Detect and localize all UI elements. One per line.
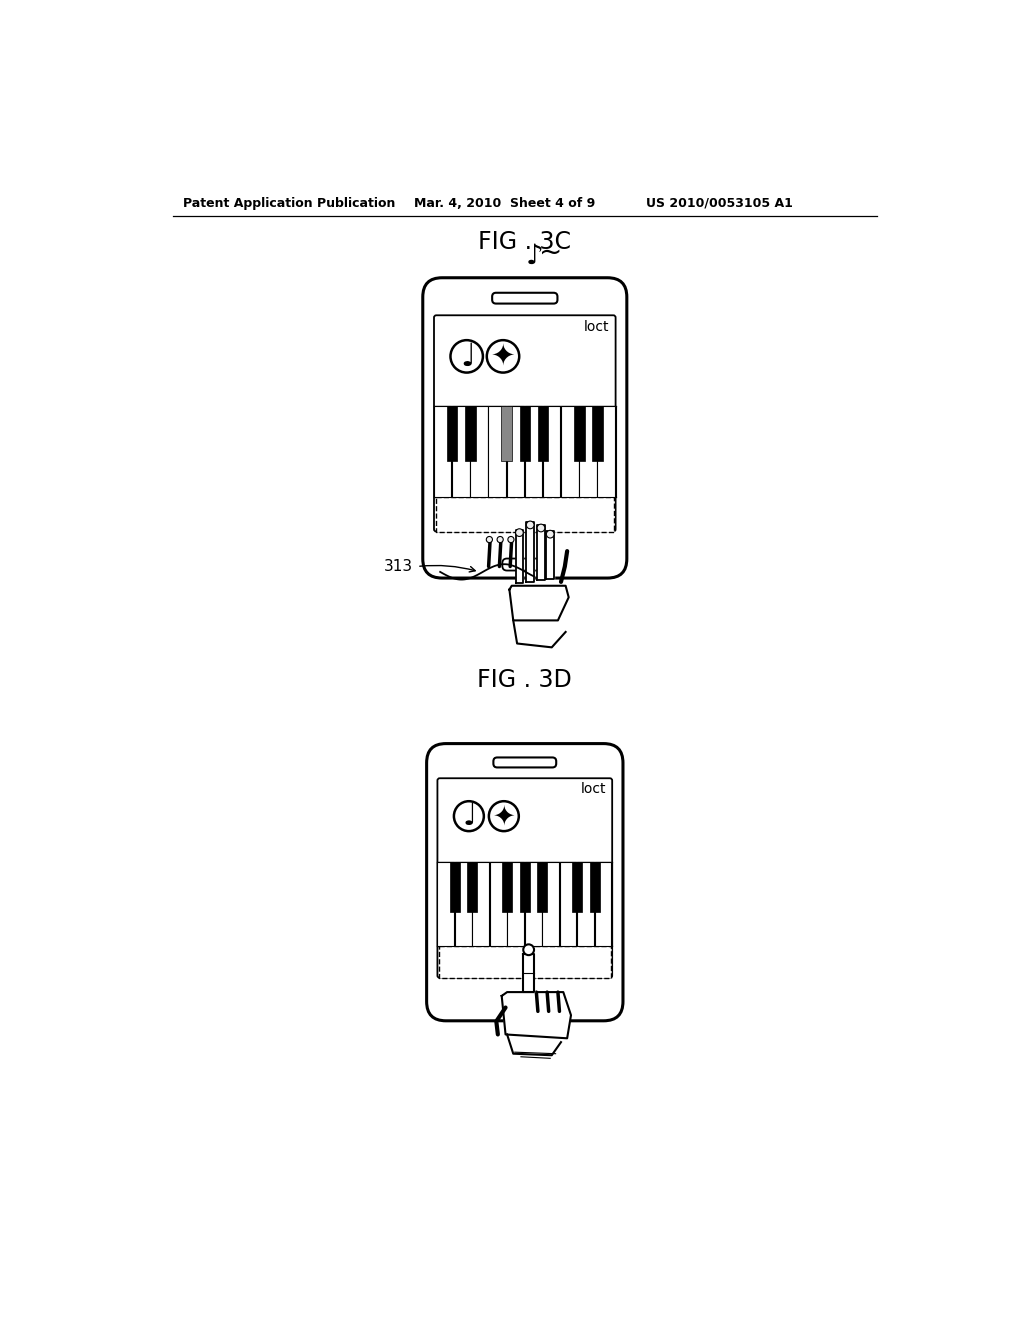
Bar — [507, 407, 524, 496]
Polygon shape — [509, 586, 568, 620]
Polygon shape — [526, 521, 535, 582]
Circle shape — [547, 531, 554, 539]
Bar — [561, 407, 579, 496]
Bar — [450, 862, 460, 912]
Bar — [574, 407, 585, 461]
FancyBboxPatch shape — [503, 558, 547, 570]
Bar — [519, 407, 530, 461]
Text: ✦: ✦ — [490, 343, 515, 371]
FancyBboxPatch shape — [427, 743, 623, 1020]
Circle shape — [526, 521, 535, 529]
Bar — [572, 862, 583, 912]
FancyBboxPatch shape — [423, 277, 627, 578]
Bar — [437, 862, 612, 946]
Bar — [435, 496, 614, 532]
Bar — [434, 407, 615, 496]
Bar — [595, 862, 611, 946]
Bar — [502, 862, 512, 912]
Bar — [578, 862, 594, 946]
Bar — [597, 407, 614, 496]
Bar — [520, 862, 529, 912]
Circle shape — [451, 341, 483, 372]
Bar — [524, 862, 542, 946]
Bar — [543, 407, 560, 496]
Circle shape — [515, 529, 523, 536]
Bar — [453, 407, 470, 496]
FancyBboxPatch shape — [494, 758, 556, 767]
Text: ♩: ♩ — [463, 803, 476, 832]
Polygon shape — [538, 525, 545, 581]
Bar — [470, 407, 487, 496]
Polygon shape — [523, 953, 535, 993]
Text: Patent Application Publication: Patent Application Publication — [183, 197, 395, 210]
Text: Mar. 4, 2010  Sheet 4 of 9: Mar. 4, 2010 Sheet 4 of 9 — [414, 197, 595, 210]
Bar — [538, 407, 548, 461]
Circle shape — [497, 536, 503, 543]
FancyBboxPatch shape — [503, 1003, 547, 1014]
Text: loct: loct — [581, 783, 606, 796]
Bar — [524, 407, 542, 496]
Text: loct: loct — [584, 321, 609, 334]
Text: ♪: ♪ — [526, 242, 544, 271]
Bar — [580, 407, 597, 496]
Text: ~: ~ — [539, 239, 562, 267]
Bar — [538, 862, 548, 912]
Polygon shape — [502, 993, 571, 1039]
Circle shape — [538, 524, 545, 532]
Bar — [560, 862, 577, 946]
Text: ✦: ✦ — [493, 804, 515, 830]
Text: FIG . 3C: FIG . 3C — [478, 230, 571, 253]
FancyBboxPatch shape — [437, 779, 612, 978]
Bar — [507, 862, 524, 946]
Bar — [543, 862, 559, 946]
Circle shape — [486, 341, 519, 372]
FancyBboxPatch shape — [493, 293, 557, 304]
Bar — [592, 407, 603, 461]
Bar — [437, 862, 454, 946]
Text: FIG . 3D: FIG . 3D — [477, 668, 572, 693]
Bar — [446, 407, 458, 461]
Bar — [467, 862, 477, 912]
Bar — [489, 862, 507, 946]
Polygon shape — [515, 529, 523, 583]
Bar — [455, 862, 472, 946]
Text: US 2010/0053105 A1: US 2010/0053105 A1 — [646, 197, 794, 210]
Bar — [472, 862, 489, 946]
Circle shape — [454, 801, 484, 832]
Circle shape — [523, 944, 535, 956]
Circle shape — [488, 801, 519, 832]
Text: 313: 313 — [384, 558, 413, 574]
Bar — [488, 407, 506, 496]
Bar — [590, 862, 600, 912]
Bar — [502, 407, 512, 461]
Bar — [439, 946, 610, 978]
Circle shape — [508, 536, 514, 543]
Polygon shape — [547, 531, 554, 578]
Bar — [434, 407, 452, 496]
Text: ♩: ♩ — [460, 342, 475, 372]
FancyBboxPatch shape — [434, 315, 615, 532]
Circle shape — [486, 536, 493, 543]
Bar — [465, 407, 475, 461]
